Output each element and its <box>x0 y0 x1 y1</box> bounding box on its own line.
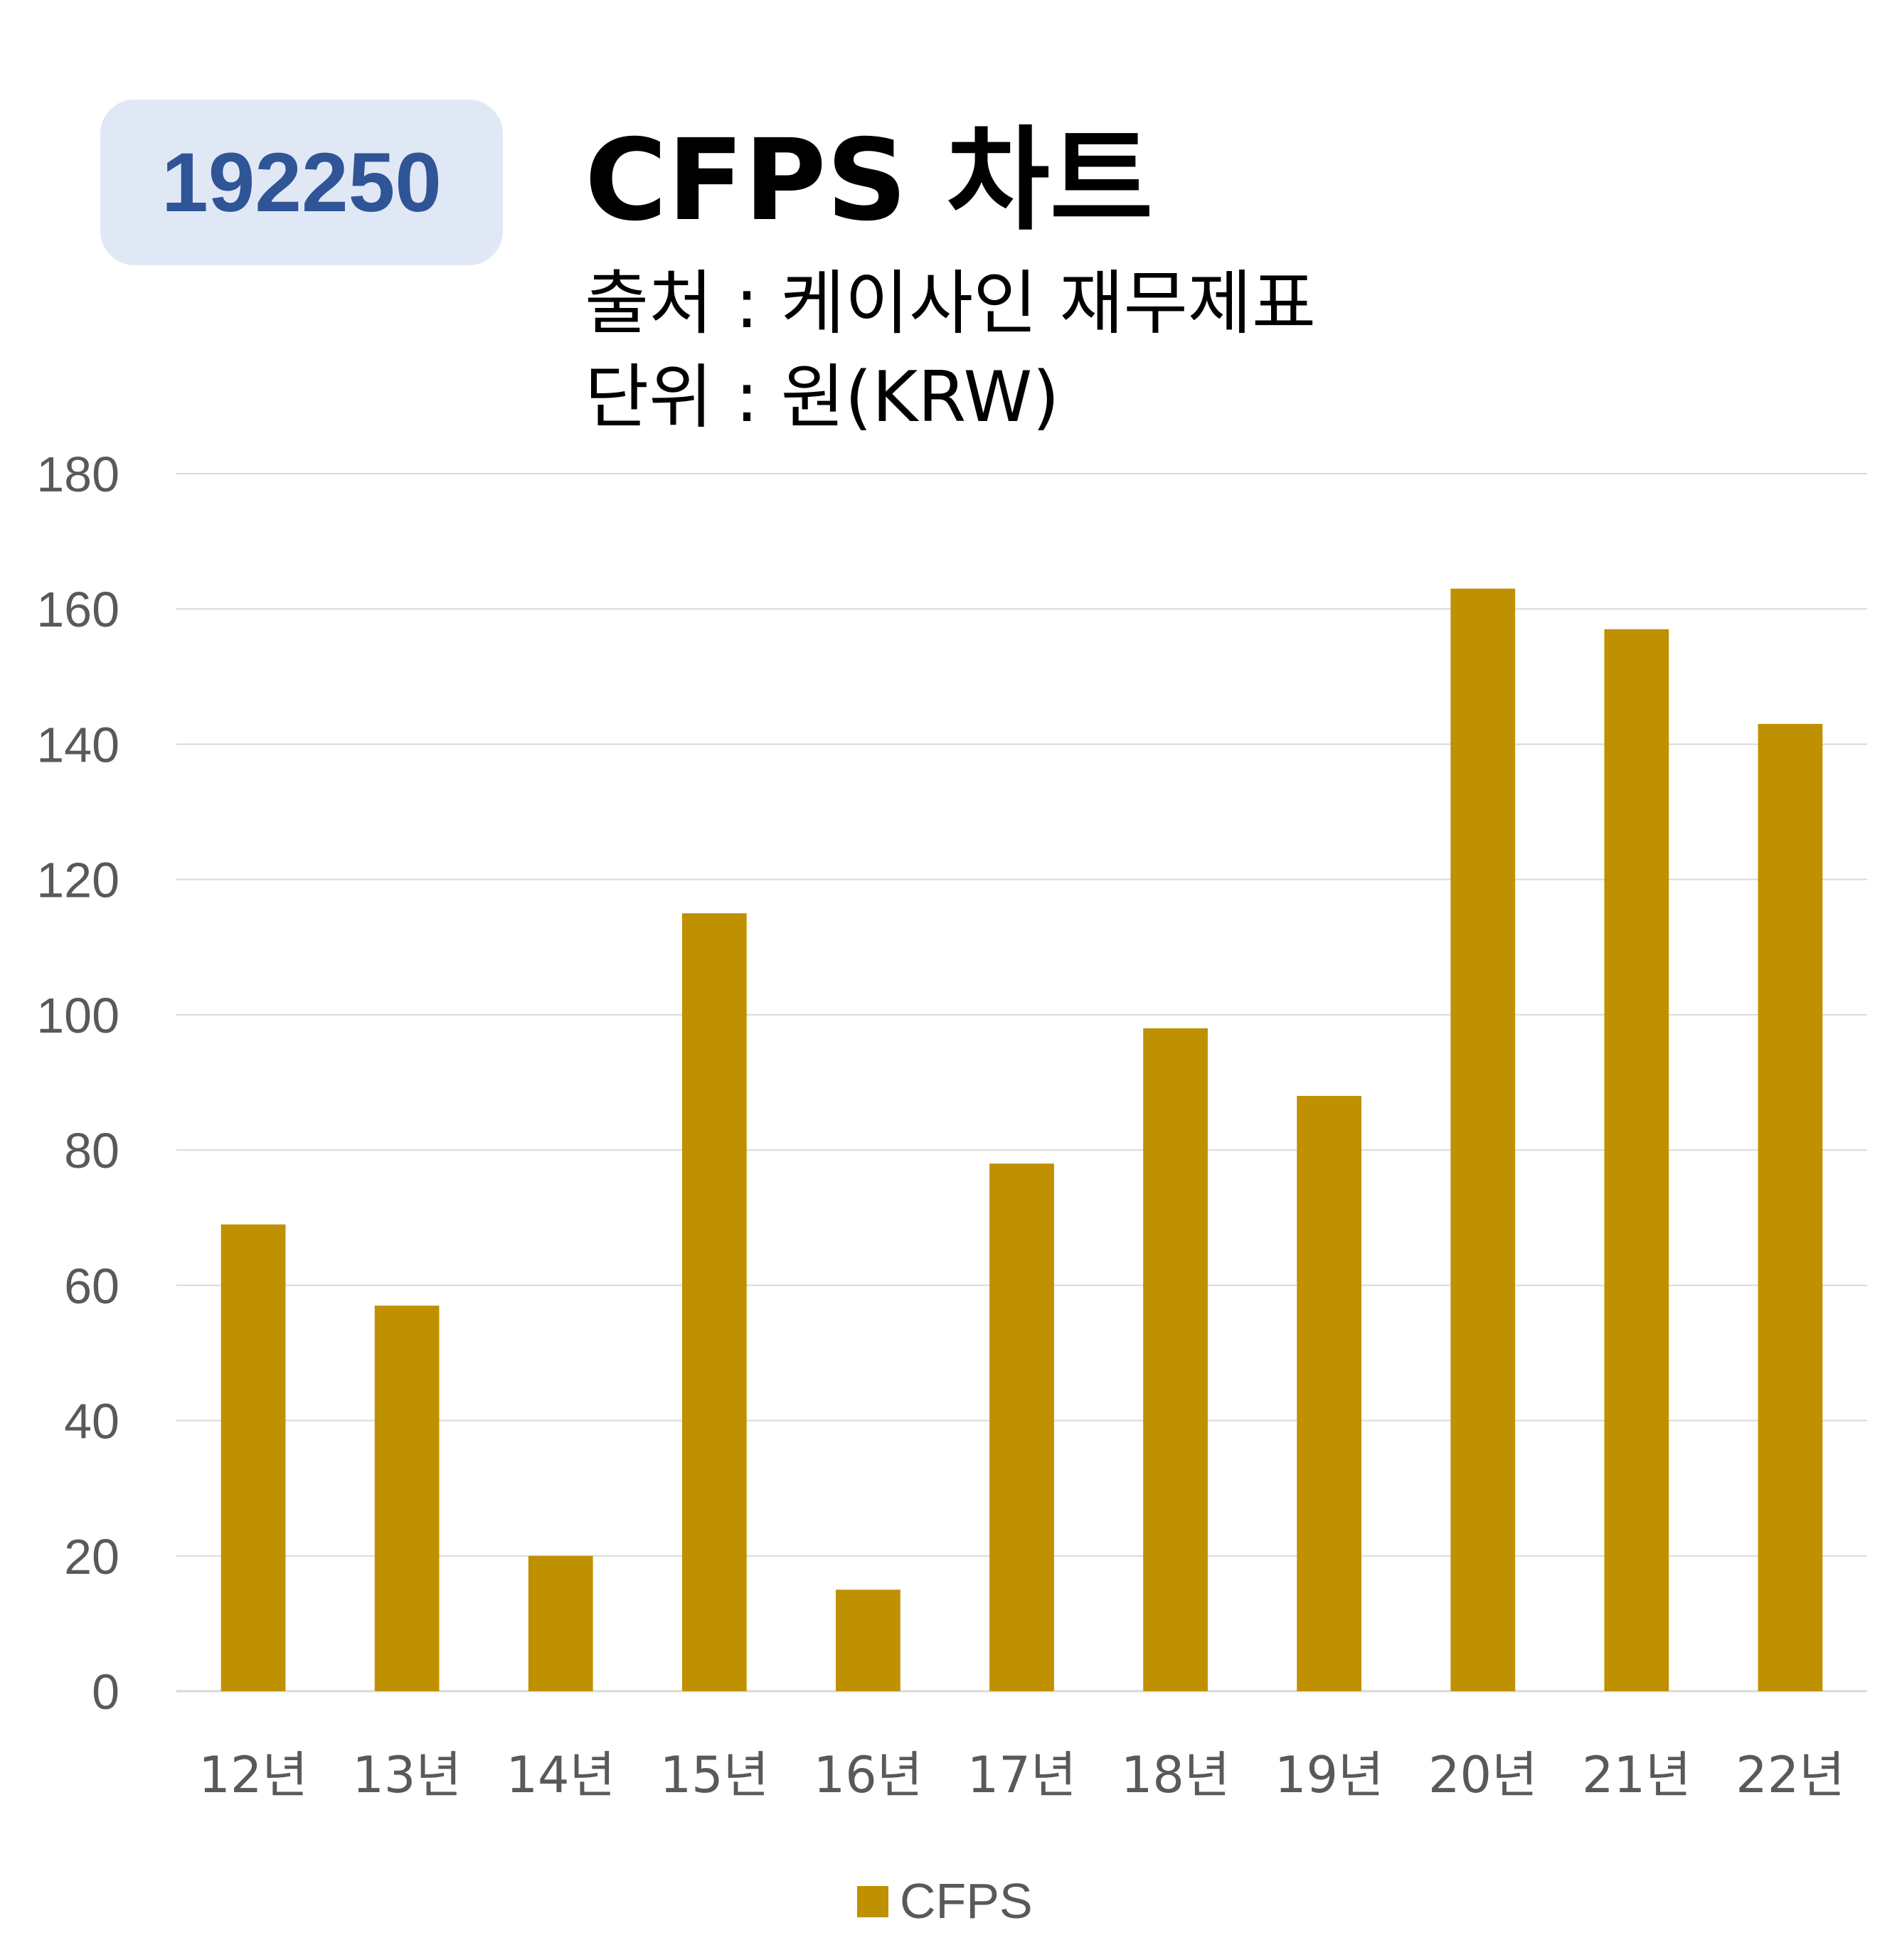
y-tick-label: 20 <box>64 1529 119 1584</box>
x-tick-label: 18년 <box>1121 1746 1230 1804</box>
y-tick-label: 140 <box>36 717 119 772</box>
x-tick-label: 21년 <box>1582 1746 1691 1804</box>
bar <box>989 1163 1054 1691</box>
x-tick-label: 14년 <box>506 1746 615 1804</box>
y-tick-label: 40 <box>64 1394 119 1449</box>
unit-label: 단위 : 원(KRW) <box>585 357 1060 438</box>
legend-swatch <box>857 1886 888 1917</box>
x-tick-label: 22년 <box>1736 1746 1844 1804</box>
y-tick-label: 120 <box>36 853 119 908</box>
bar <box>374 1305 440 1691</box>
bar <box>1604 629 1669 1691</box>
bar <box>1297 1096 1362 1691</box>
y-tick-label: 100 <box>36 988 119 1043</box>
stock-code-badge: 192250 <box>100 100 503 265</box>
bar <box>220 1224 286 1691</box>
bar <box>1758 723 1823 1691</box>
x-tick-label: 20년 <box>1428 1746 1537 1804</box>
x-tick-label: 15년 <box>660 1746 769 1804</box>
y-tick-label: 60 <box>64 1258 119 1314</box>
bar <box>1143 1028 1208 1691</box>
x-tick-label: 17년 <box>967 1746 1076 1804</box>
legend-label: CFPS <box>900 1873 1033 1929</box>
y-tick-label: 0 <box>92 1664 119 1720</box>
chart-title: CFPS 차트 <box>585 115 1154 246</box>
bar <box>1450 588 1516 1691</box>
x-tick-label: 12년 <box>198 1746 307 1804</box>
x-tick-label: 16년 <box>814 1746 923 1804</box>
stock-code: 192250 <box>161 135 442 230</box>
x-tick-label: 13년 <box>352 1746 461 1804</box>
source-label: 출처 : 케이사인 재무제표 <box>585 263 1317 344</box>
bar <box>836 1589 900 1691</box>
y-tick-label: 180 <box>36 447 119 502</box>
y-tick-label: 160 <box>36 582 119 637</box>
x-tick-label: 19년 <box>1275 1746 1383 1804</box>
bar <box>528 1555 593 1691</box>
y-tick-label: 80 <box>64 1123 119 1178</box>
bar <box>681 913 747 1691</box>
